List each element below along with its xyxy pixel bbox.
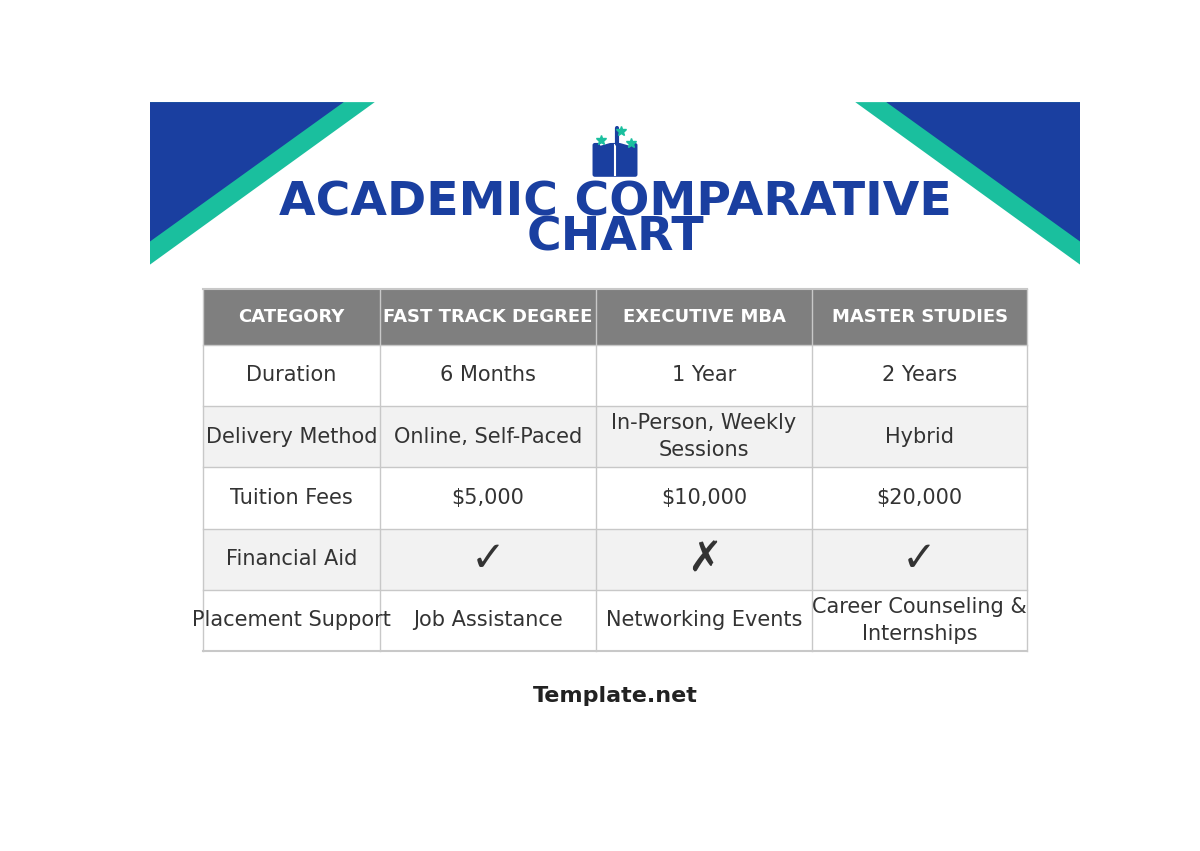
Polygon shape [150, 102, 374, 265]
Polygon shape [150, 102, 343, 242]
Text: 6 Months: 6 Months [440, 365, 536, 386]
Text: Online, Self-Paced: Online, Self-Paced [394, 426, 582, 447]
Bar [203, 289, 1027, 345]
Text: $10,000: $10,000 [661, 488, 748, 508]
Polygon shape [856, 102, 1080, 265]
Polygon shape [887, 102, 1080, 242]
Text: Job Assistance: Job Assistance [413, 610, 563, 631]
Text: Financial Aid: Financial Aid [226, 549, 358, 569]
Bar [203, 467, 1027, 528]
Text: Placement Support: Placement Support [192, 610, 391, 631]
Text: FAST TRACK DEGREE: FAST TRACK DEGREE [383, 308, 593, 326]
Text: ACADEMIC COMPARATIVE: ACADEMIC COMPARATIVE [278, 180, 952, 226]
Text: CATEGORY: CATEGORY [238, 308, 344, 326]
Bar [203, 528, 1027, 590]
Text: In-Person, Weekly
Sessions: In-Person, Weekly Sessions [612, 414, 797, 460]
Text: $5,000: $5,000 [451, 488, 524, 508]
Text: Career Counseling &
Internships: Career Counseling & Internships [812, 597, 1027, 643]
Text: CHART: CHART [526, 216, 704, 261]
Text: Delivery Method: Delivery Method [205, 426, 377, 447]
Text: Hybrid: Hybrid [886, 426, 954, 447]
Bar [203, 406, 1027, 467]
Text: 1 Year: 1 Year [672, 365, 736, 386]
Text: MASTER STUDIES: MASTER STUDIES [832, 308, 1008, 326]
Text: Tuition Fees: Tuition Fees [230, 488, 353, 508]
FancyBboxPatch shape [593, 143, 637, 177]
Bar [203, 590, 1027, 651]
Text: 2 Years: 2 Years [882, 365, 958, 386]
Bar [203, 345, 1027, 406]
Text: Duration: Duration [246, 365, 336, 386]
Text: $20,000: $20,000 [877, 488, 962, 508]
Text: Networking Events: Networking Events [606, 610, 803, 631]
Text: Template.net: Template.net [533, 686, 697, 705]
Text: EXECUTIVE MBA: EXECUTIVE MBA [623, 308, 786, 326]
Text: ✓: ✓ [902, 538, 937, 580]
Text: ✗: ✗ [686, 538, 721, 580]
Text: ✓: ✓ [470, 538, 505, 580]
